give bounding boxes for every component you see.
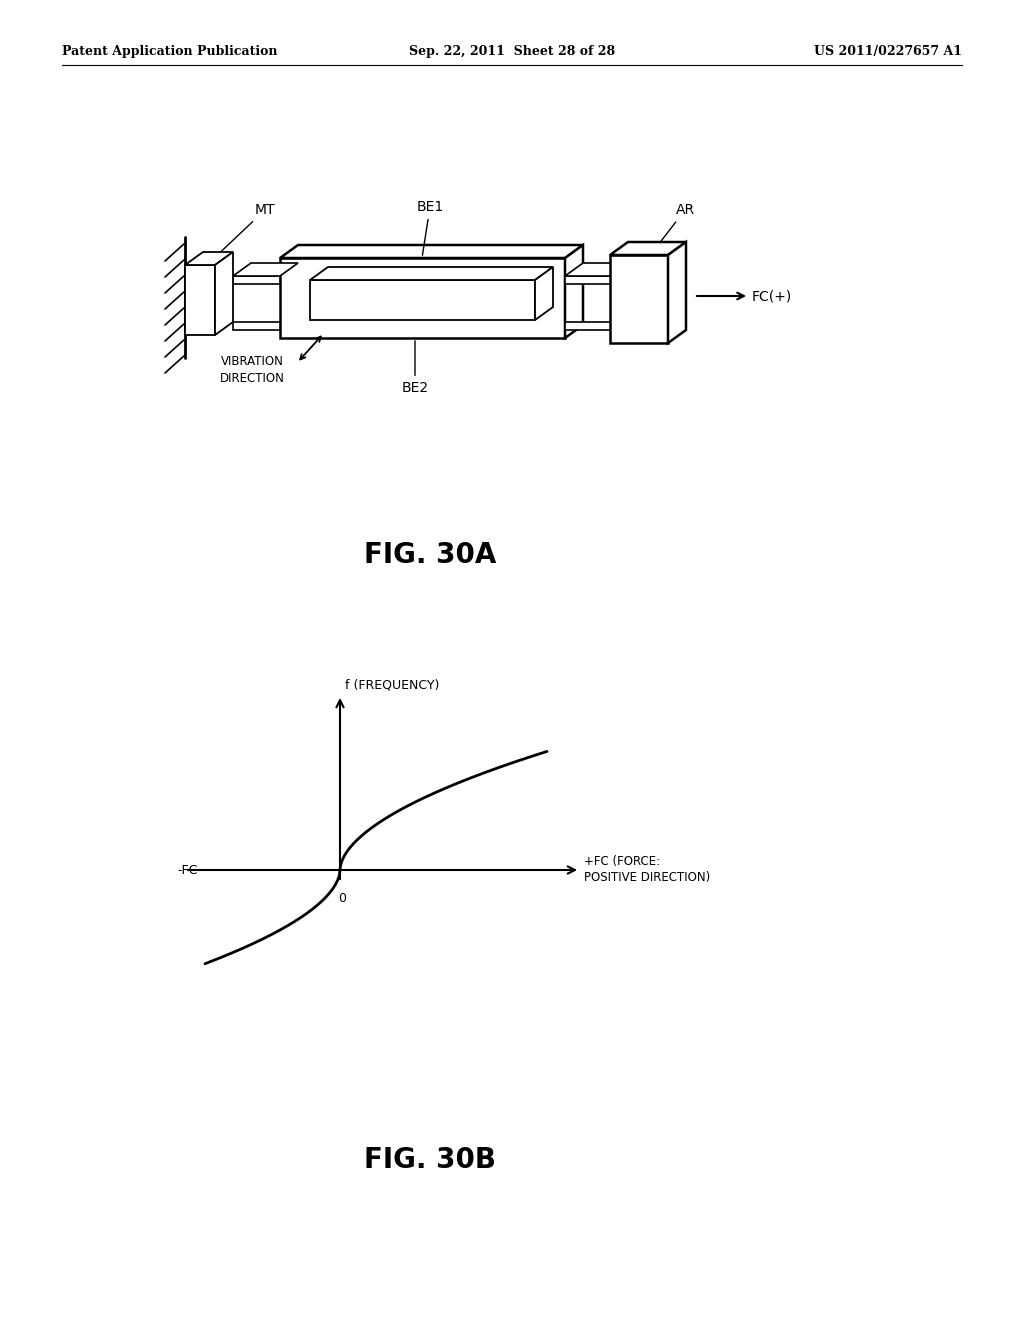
Text: 0: 0 (338, 892, 346, 906)
Polygon shape (185, 252, 233, 265)
Text: Sep. 22, 2011  Sheet 28 of 28: Sep. 22, 2011 Sheet 28 of 28 (409, 45, 615, 58)
Polygon shape (565, 276, 613, 284)
Text: -FC: -FC (177, 863, 198, 876)
Polygon shape (185, 265, 215, 335)
Polygon shape (565, 322, 613, 330)
Text: MT: MT (212, 203, 275, 260)
Text: FC(+): FC(+) (752, 289, 793, 304)
Polygon shape (535, 267, 553, 319)
Polygon shape (215, 252, 233, 335)
Polygon shape (610, 242, 686, 255)
Polygon shape (565, 246, 583, 338)
Text: +FC (FORCE:
POSITIVE DIRECTION): +FC (FORCE: POSITIVE DIRECTION) (584, 855, 711, 884)
Text: AR: AR (649, 203, 694, 256)
Text: FIG. 30B: FIG. 30B (364, 1146, 496, 1173)
Polygon shape (610, 255, 668, 343)
Polygon shape (310, 280, 535, 319)
Text: Patent Application Publication: Patent Application Publication (62, 45, 278, 58)
Text: FIG. 30A: FIG. 30A (364, 541, 497, 569)
Polygon shape (233, 276, 280, 284)
Text: BE2: BE2 (401, 341, 429, 395)
Polygon shape (310, 267, 553, 280)
Polygon shape (280, 246, 583, 257)
Polygon shape (233, 322, 280, 330)
Polygon shape (565, 263, 631, 276)
Polygon shape (233, 263, 298, 276)
Polygon shape (668, 242, 686, 343)
Text: US 2011/0227657 A1: US 2011/0227657 A1 (814, 45, 962, 58)
Text: BE1: BE1 (417, 201, 443, 255)
Text: VIBRATION
DIRECTION: VIBRATION DIRECTION (219, 355, 285, 385)
Text: f (FREQUENCY): f (FREQUENCY) (345, 678, 439, 692)
Polygon shape (280, 257, 565, 338)
